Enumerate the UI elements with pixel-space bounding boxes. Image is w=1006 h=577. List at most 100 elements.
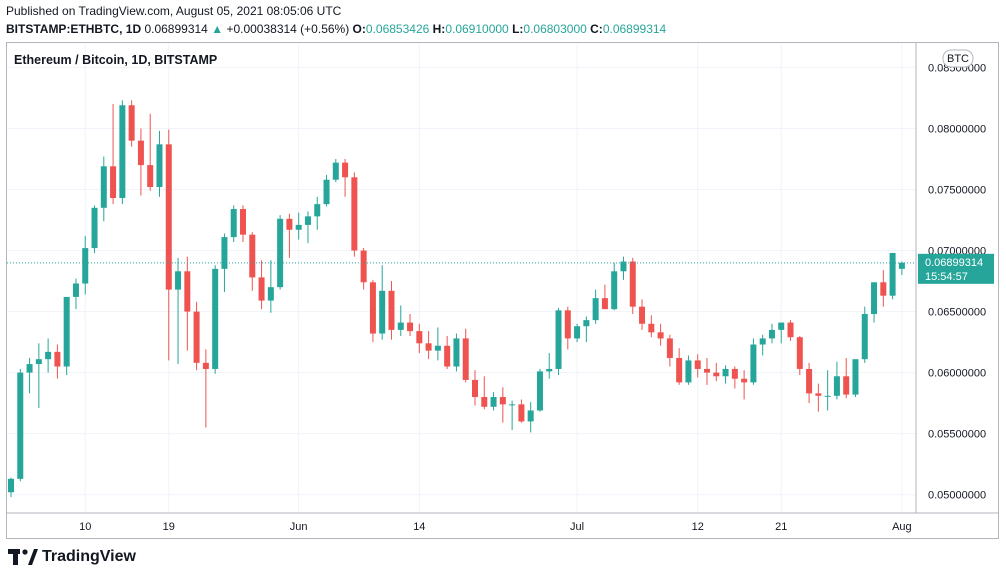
candle[interactable] [490,392,497,411]
candle[interactable] [685,355,692,385]
candle[interactable] [583,316,590,343]
candle[interactable] [574,323,581,343]
candle[interactable] [26,357,33,394]
candle[interactable] [880,270,887,307]
candle[interactable] [713,362,720,382]
candle[interactable] [750,338,757,385]
candle[interactable] [815,383,822,412]
candle[interactable] [323,174,330,207]
candle[interactable] [852,359,859,398]
candle[interactable] [592,289,599,324]
candle[interactable] [277,215,284,290]
candle[interactable] [629,257,636,315]
candle[interactable] [824,370,831,411]
candle[interactable] [620,256,627,280]
candle[interactable] [351,172,358,257]
candle[interactable] [861,306,868,363]
candle[interactable] [212,265,219,374]
candle[interactable] [741,370,748,400]
candle[interactable] [704,357,710,385]
candle[interactable] [175,257,182,365]
candle[interactable] [639,299,646,330]
candle[interactable] [453,333,460,372]
candle[interactable] [379,265,386,340]
candle[interactable] [91,205,98,253]
candle[interactable] [137,128,144,196]
candle[interactable] [425,331,432,360]
candle[interactable] [304,211,311,244]
candle[interactable] [45,338,52,373]
candle[interactable] [54,344,61,379]
candle[interactable] [472,370,478,406]
candle[interactable] [462,328,469,383]
candle[interactable] [843,357,850,399]
candle[interactable] [796,335,803,376]
candle[interactable] [666,334,673,367]
candle[interactable] [648,315,655,338]
candle[interactable] [434,327,441,361]
candle[interactable] [898,261,905,275]
candle[interactable] [694,354,701,378]
candle[interactable] [806,362,813,404]
candle[interactable] [768,323,775,344]
candle[interactable] [156,130,163,197]
candle[interactable] [388,281,395,340]
candle[interactable] [286,213,293,258]
candle[interactable] [82,235,89,295]
candle[interactable] [100,156,107,222]
candle[interactable] [332,158,339,183]
candle[interactable] [676,348,683,385]
candle[interactable] [249,232,256,291]
candle[interactable] [63,296,70,376]
candle[interactable] [110,104,117,205]
candle[interactable] [564,306,571,350]
candle[interactable] [72,278,79,310]
candle[interactable] [722,365,729,384]
candle[interactable] [611,262,618,311]
candle[interactable] [416,323,423,354]
candle[interactable] [481,376,488,410]
candle[interactable] [527,401,534,433]
candle[interactable] [889,252,896,300]
candle[interactable] [17,368,24,482]
candle[interactable] [147,113,154,191]
candle[interactable] [601,284,608,310]
candle[interactable] [444,335,451,369]
candle[interactable] [833,361,840,400]
candle[interactable] [546,353,553,379]
candle[interactable] [184,256,191,351]
candle[interactable] [165,129,172,361]
candle[interactable] [360,248,367,290]
candle[interactable] [871,282,878,323]
candle[interactable] [397,305,404,336]
candle[interactable] [778,322,785,344]
candle[interactable] [555,307,562,376]
candle[interactable] [369,279,376,343]
candle[interactable] [499,387,506,423]
candle[interactable] [128,100,135,147]
candle[interactable] [240,205,246,242]
candle[interactable] [731,366,738,389]
candle[interactable] [119,100,126,205]
candle[interactable] [295,212,302,240]
tradingview-logo[interactable]: TradingView [8,548,136,566]
candle[interactable] [759,334,766,356]
candle[interactable] [193,301,200,371]
candle[interactable] [258,260,265,310]
currency-badge[interactable] [942,49,974,68]
candle[interactable] [202,349,209,428]
candle[interactable] [8,477,14,498]
candle[interactable] [407,314,414,336]
candle[interactable] [35,343,42,409]
candle[interactable] [230,205,237,242]
candle[interactable] [787,320,794,341]
candle[interactable] [536,368,543,412]
candle[interactable] [221,233,228,293]
candle[interactable] [657,323,664,346]
candle[interactable] [518,399,525,423]
candle[interactable] [314,196,321,230]
candle[interactable] [509,400,516,430]
candle[interactable] [267,260,274,313]
candle[interactable] [342,158,349,197]
